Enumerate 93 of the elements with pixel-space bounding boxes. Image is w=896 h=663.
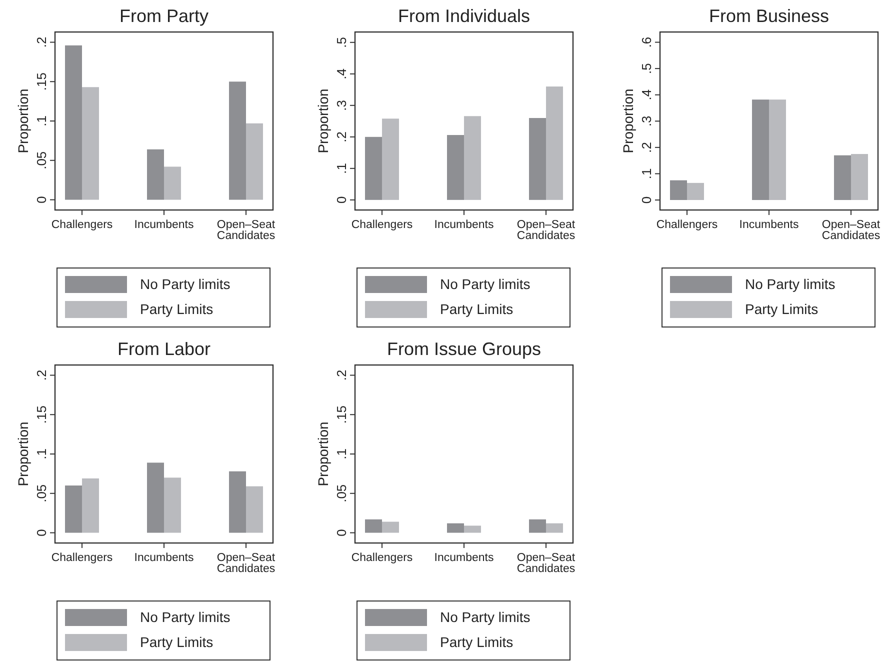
x-tick-label: Incumbents bbox=[134, 552, 194, 564]
bar bbox=[834, 155, 851, 200]
bar bbox=[447, 523, 464, 533]
y-tick-label: .05 bbox=[34, 484, 49, 502]
bar bbox=[447, 135, 464, 200]
chart-title: From Business bbox=[708, 6, 830, 26]
x-tick-label: Incumbents bbox=[739, 219, 799, 231]
bar bbox=[546, 523, 563, 533]
bar bbox=[164, 166, 181, 200]
bar bbox=[229, 471, 246, 533]
x-tick-label: Challengers bbox=[656, 219, 718, 231]
bar bbox=[246, 486, 263, 533]
bar bbox=[769, 100, 786, 200]
y-tick-label: 0 bbox=[334, 196, 349, 204]
y-tick-label: 0 bbox=[34, 196, 49, 204]
legend-label: Party Limits bbox=[440, 634, 514, 650]
y-tick-label: .2 bbox=[334, 370, 349, 381]
chart-title: From Issue Groups bbox=[386, 339, 542, 359]
legend-label: No Party limits bbox=[440, 276, 530, 292]
y-tick-label: .1 bbox=[34, 448, 49, 460]
bar bbox=[382, 522, 399, 533]
x-tick-label: Open–Seat Candidates bbox=[216, 219, 276, 242]
bar bbox=[65, 45, 82, 200]
y-axis-title: Proportion bbox=[315, 422, 331, 486]
x-tick-label: Challengers bbox=[51, 219, 113, 231]
legend-label: No Party limits bbox=[440, 609, 530, 625]
x-tick-label: Challengers bbox=[351, 219, 413, 231]
y-tick-label: .1 bbox=[34, 116, 49, 126]
chart-title: From Individuals bbox=[398, 6, 530, 26]
y-axis-title: Proportion bbox=[15, 88, 31, 154]
bar bbox=[529, 118, 546, 200]
y-tick-label: 0 bbox=[639, 196, 654, 204]
y-tick-label: .4 bbox=[639, 89, 654, 100]
legend-label: No Party limits bbox=[745, 276, 836, 292]
bar bbox=[82, 87, 99, 200]
bar bbox=[164, 478, 181, 533]
x-tick-label: Open–Seat Candidates bbox=[516, 219, 576, 242]
y-tick-label: .4 bbox=[334, 68, 349, 80]
bar bbox=[82, 478, 99, 533]
bar bbox=[687, 182, 704, 200]
legend-label: Party Limits bbox=[140, 634, 214, 650]
chart-title: From Labor bbox=[117, 339, 211, 359]
y-axis-title: Proportion bbox=[620, 88, 636, 154]
y-tick-label: .1 bbox=[334, 448, 349, 460]
y-tick-label: .2 bbox=[34, 370, 49, 381]
y-tick-label: .1 bbox=[639, 168, 654, 180]
y-tick-label: .3 bbox=[639, 116, 654, 127]
y-tick-label: .2 bbox=[639, 142, 654, 153]
bar bbox=[147, 462, 164, 533]
x-tick-label: Incumbents bbox=[434, 219, 494, 231]
bar bbox=[851, 154, 868, 200]
bar bbox=[147, 149, 164, 200]
y-tick-label: .6 bbox=[639, 36, 654, 48]
y-tick-label: 0 bbox=[34, 529, 49, 536]
x-tick-label: Open–Seat Candidates bbox=[822, 219, 881, 242]
x-tick-label: Challengers bbox=[51, 552, 113, 564]
y-tick-label: .15 bbox=[34, 72, 49, 91]
x-tick-label: Open–Seat Candidates bbox=[216, 552, 276, 575]
y-axis-title: Proportion bbox=[15, 422, 31, 486]
y-tick-label: .05 bbox=[334, 484, 349, 502]
y-tick-label: .15 bbox=[334, 406, 349, 424]
bar bbox=[365, 136, 382, 200]
bar bbox=[365, 519, 382, 533]
legend-label: Party Limits bbox=[745, 301, 818, 317]
legend-label: Party Limits bbox=[140, 301, 214, 317]
legend-label: Party Limits bbox=[440, 301, 514, 317]
bar bbox=[382, 118, 399, 200]
x-tick-label: Incumbents bbox=[434, 552, 494, 564]
y-tick-label: .1 bbox=[334, 162, 349, 174]
y-tick-label: .2 bbox=[34, 36, 49, 48]
bar bbox=[229, 82, 246, 200]
bar bbox=[246, 123, 263, 200]
y-tick-label: .15 bbox=[34, 406, 49, 424]
y-axis-title: Proportion bbox=[315, 88, 331, 154]
y-tick-label: .05 bbox=[34, 151, 49, 170]
bar bbox=[65, 486, 82, 533]
bar bbox=[752, 100, 769, 200]
x-tick-label: Incumbents bbox=[134, 219, 194, 231]
y-tick-label: 0 bbox=[334, 529, 349, 536]
x-tick-label: Open–Seat Candidates bbox=[516, 552, 576, 575]
bar bbox=[546, 86, 563, 200]
y-tick-label: .3 bbox=[334, 100, 349, 111]
y-tick-label: .2 bbox=[334, 131, 349, 142]
chart-title: From Party bbox=[119, 6, 209, 26]
legend-label: No Party limits bbox=[140, 276, 230, 292]
bar bbox=[670, 180, 687, 200]
y-tick-label: .5 bbox=[639, 63, 654, 74]
bar bbox=[464, 116, 481, 200]
legend-label: No Party limits bbox=[140, 609, 230, 625]
bar bbox=[464, 526, 481, 533]
bar bbox=[529, 519, 546, 533]
y-tick-label: .5 bbox=[334, 36, 349, 48]
x-tick-label: Challengers bbox=[351, 552, 413, 564]
